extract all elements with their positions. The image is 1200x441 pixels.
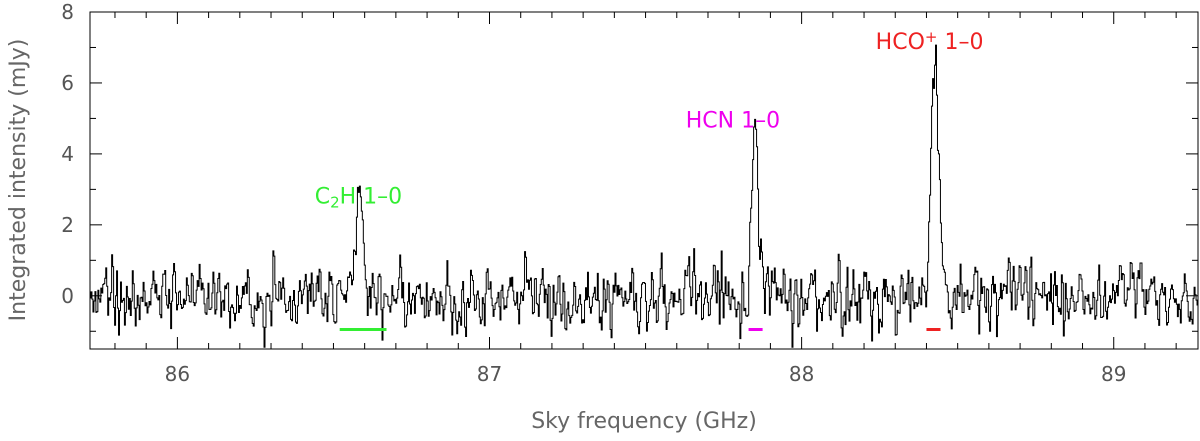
line-label-part: 1–0	[937, 30, 983, 55]
x-tick-label: 89	[1101, 362, 1126, 386]
y-tick-label: 4	[61, 142, 74, 166]
line-label-hcoplus: HCO+ 1–0	[876, 28, 984, 55]
line-label-part: C	[315, 185, 330, 210]
y-axis-label: Integrated intensity (mJy)	[6, 39, 31, 322]
spectrum-line	[90, 44, 1199, 348]
line-label-part: +	[925, 28, 938, 46]
line-label-part: H 1–0	[340, 185, 403, 210]
line-label-part: HCO	[876, 30, 925, 55]
y-tick-label: 8	[61, 0, 74, 24]
line-label-part: 2	[330, 193, 340, 211]
x-tick-label: 87	[477, 362, 502, 386]
line-label-c2h: C2H 1–0	[315, 185, 402, 212]
x-tick-label: 86	[165, 362, 190, 386]
plot-frame	[89, 11, 1199, 350]
y-tick-labels: 0 2 4 6 8	[61, 0, 74, 308]
y-tick-label: 0	[61, 284, 74, 308]
x-axis-label: Sky frequency (GHz)	[531, 409, 757, 434]
line-label-part: HCN 1–0	[686, 108, 780, 133]
x-tick-labels: 86 87 88 89	[165, 362, 1127, 386]
y-tick-label: 2	[61, 213, 74, 237]
x-tick-label: 88	[789, 362, 814, 386]
line-label-hcn: HCN 1–0	[686, 108, 780, 133]
series-layer	[90, 44, 1199, 348]
y-tick-label: 6	[61, 71, 74, 95]
annotation-layer: C2H 1–0 HCN 1–0 HCO+ 1–0	[315, 28, 984, 331]
axis-ticks	[90, 11, 1198, 349]
